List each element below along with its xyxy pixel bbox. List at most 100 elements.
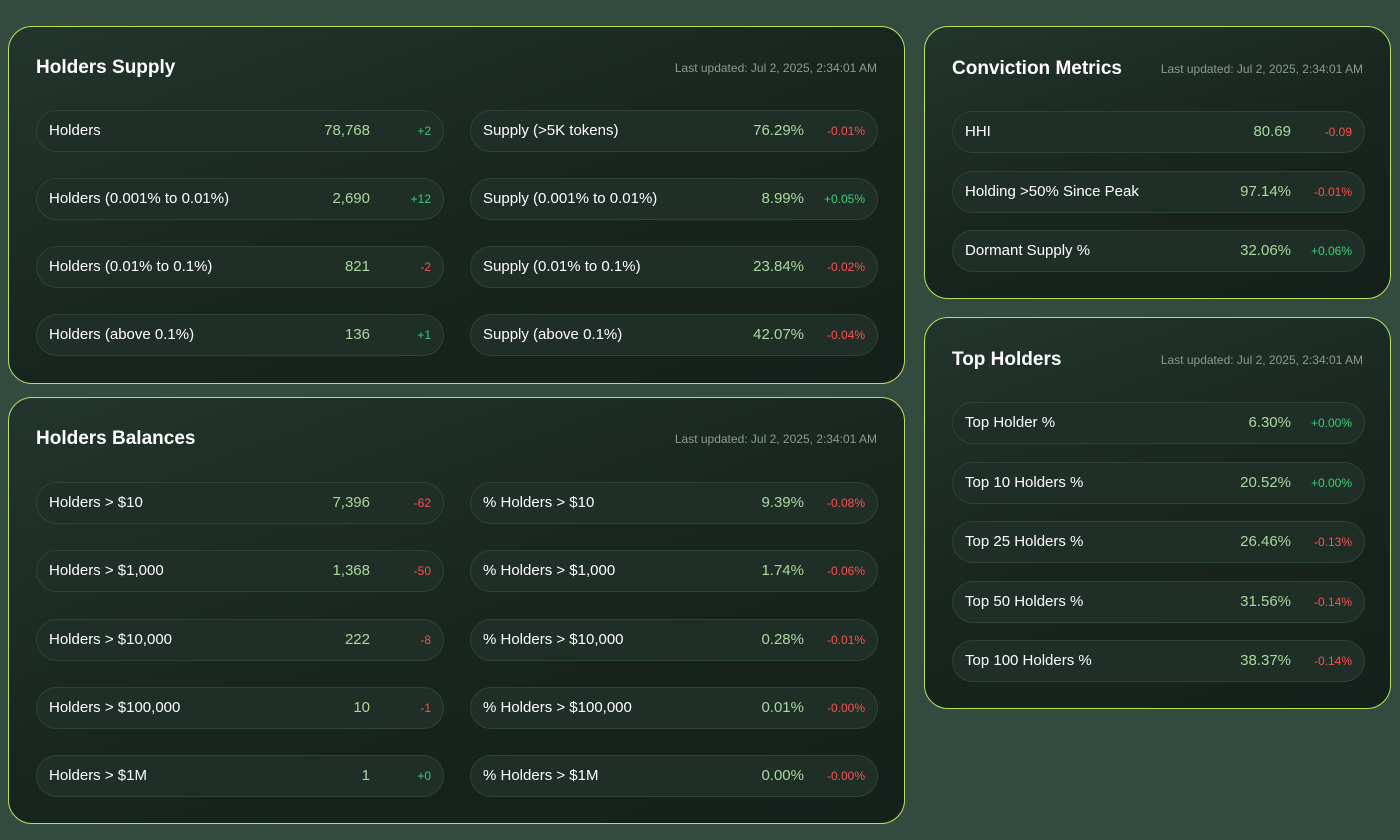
metric-row[interactable]: Holders (above 0.1%) 136 +1: [36, 314, 444, 356]
top-holders-title: Top Holders: [952, 349, 1062, 370]
metric-label: % Holders > $1,000: [483, 562, 616, 580]
metric-row[interactable]: Supply (0.01% to 0.1%) 23.84% -0.02%: [470, 246, 878, 288]
holders-supply-title: Holders Supply: [36, 57, 176, 78]
metric-change: +0.00%: [1310, 475, 1352, 490]
metric-change: -2: [420, 260, 431, 274]
metric-change: -0.14%: [1313, 594, 1352, 609]
metric-label: % Holders > $10,000: [483, 630, 624, 648]
metric-label: Supply (above 0.1%): [483, 326, 623, 343]
metric-change: +12: [410, 192, 431, 206]
metric-row[interactable]: Holders > $1,000 1,368 -50: [36, 550, 444, 593]
conviction-metrics-title: Conviction Metrics: [952, 58, 1122, 79]
metric-label: Top 100 Holders %: [965, 652, 1092, 669]
metric-value: 0.01%: [761, 698, 804, 716]
metric-row[interactable]: Holders (0.001% to 0.01%) 2,690 +12: [36, 178, 444, 220]
metric-row[interactable]: HHI 80.69 -0.09: [952, 111, 1365, 153]
metric-value: 821: [344, 258, 370, 275]
metric-value: 20.52%: [1240, 473, 1291, 491]
metric-label: Supply (0.01% to 0.1%): [483, 258, 641, 275]
metric-label: Holders > $1M: [49, 767, 147, 784]
metric-row[interactable]: Top Holder % 6.30% +0.00%: [952, 402, 1365, 444]
metric-change: -1: [420, 700, 431, 715]
metric-change: -62: [413, 496, 431, 510]
metric-change: -50: [413, 564, 431, 579]
metric-label: Holders: [49, 122, 101, 139]
metric-label: Supply (0.001% to 0.01%): [483, 190, 658, 207]
metric-value: 1: [361, 767, 370, 784]
metric-row[interactable]: Supply (0.001% to 0.01%) 8.99% +0.05%: [470, 178, 878, 220]
metric-change: -0.00%: [826, 769, 865, 783]
metric-value: 31.56%: [1240, 592, 1291, 610]
metric-change: -0.01%: [826, 632, 865, 647]
holders-balances-panel: Holders Balances Last updated: Jul 2, 20…: [8, 397, 905, 824]
metric-value: 1.74%: [761, 562, 804, 580]
metric-label: % Holders > $1M: [483, 767, 599, 784]
metric-row[interactable]: % Holders > $10,000 0.28% -0.01%: [470, 618, 878, 661]
metric-row[interactable]: Holders > $100,000 10 -1: [36, 686, 444, 729]
metric-value: 26.46%: [1240, 533, 1291, 550]
metric-label: Holding >50% Since Peak: [965, 182, 1139, 200]
metric-label: % Holders > $10: [483, 494, 595, 511]
metric-label: Top Holder %: [965, 414, 1056, 431]
holders-balances-title: Holders Balances: [36, 428, 196, 449]
holders-supply-panel: Holders Supply Last updated: Jul 2, 2025…: [8, 26, 905, 384]
metric-row[interactable]: Top 25 Holders % 26.46% -0.13%: [952, 521, 1365, 563]
metric-change: +0.00%: [1310, 416, 1352, 430]
metric-value: 8.99%: [761, 190, 804, 207]
conviction-metrics-updated: Last updated: Jul 2, 2025, 2:34:01 AM: [1160, 62, 1363, 76]
metric-change: +1: [417, 328, 431, 342]
metric-row[interactable]: % Holders > $1M 0.00% -0.00%: [470, 755, 878, 797]
metric-row[interactable]: Holders (0.01% to 0.1%) 821 -2: [36, 246, 444, 288]
metric-value: 2,690: [332, 190, 370, 207]
metric-change: -0.14%: [1313, 654, 1352, 668]
metric-change: -0.08%: [826, 496, 865, 510]
metric-change: +0: [417, 769, 431, 783]
metric-change: -0.04%: [826, 328, 865, 342]
metric-row[interactable]: Dormant Supply % 32.06% +0.06%: [952, 230, 1365, 272]
top-holders-panel: Top Holders Last updated: Jul 2, 2025, 2…: [924, 317, 1391, 709]
metric-change: +2: [417, 124, 431, 138]
metric-row[interactable]: % Holders > $1,000 1.74% -0.06%: [470, 550, 878, 593]
metric-value: 1,368: [332, 562, 370, 580]
metric-value: 0.00%: [761, 767, 804, 784]
metric-row[interactable]: Holders > $10,000 222 -8: [36, 618, 444, 661]
metric-change: -0.13%: [1313, 535, 1352, 549]
metric-change: -0.01%: [826, 124, 865, 138]
metric-row[interactable]: Supply (>5K tokens) 76.29% -0.01%: [470, 110, 878, 152]
metric-change: -0.09: [1324, 125, 1352, 139]
metric-value: 9.39%: [761, 494, 804, 511]
metric-row[interactable]: % Holders > $100,000 0.01% -0.00%: [470, 686, 878, 729]
metric-label: Holders (above 0.1%): [49, 326, 195, 343]
metric-row[interactable]: Top 50 Holders % 31.56% -0.14%: [952, 580, 1365, 623]
metric-change: -0.06%: [826, 564, 865, 579]
holders-balances-updated: Last updated: Jul 2, 2025, 2:34:01 AM: [674, 432, 877, 446]
metric-row[interactable]: % Holders > $10 9.39% -0.08%: [470, 482, 878, 524]
holders-supply-updated: Last updated: Jul 2, 2025, 2:34:01 AM: [674, 61, 877, 75]
metric-label: Holders (0.001% to 0.01%): [49, 190, 230, 207]
metric-row[interactable]: Holders > $1M 1 +0: [36, 755, 444, 797]
metric-label: Dormant Supply %: [965, 242, 1091, 259]
metric-label: Top 50 Holders %: [965, 592, 1084, 610]
metric-label: Holders > $1,000: [49, 562, 164, 580]
metric-value: 42.07%: [753, 326, 804, 343]
top-holders-updated: Last updated: Jul 2, 2025, 2:34:01 AM: [1160, 353, 1363, 367]
metric-value: 97.14%: [1240, 182, 1291, 200]
metric-row[interactable]: Holders 78,768 +2: [36, 110, 444, 152]
metric-row[interactable]: Holding >50% Since Peak 97.14% -0.01%: [952, 170, 1365, 213]
metric-value: 136: [344, 326, 370, 343]
metric-label: Top 25 Holders %: [965, 533, 1084, 550]
metric-change: -0.02%: [826, 260, 865, 274]
metric-row[interactable]: Holders > $10 7,396 -62: [36, 482, 444, 524]
metric-value: 32.06%: [1240, 242, 1291, 259]
metric-value: 10: [353, 698, 370, 716]
metric-value: 76.29%: [753, 122, 804, 139]
metric-value: 78,768: [324, 122, 370, 139]
metric-value: 38.37%: [1240, 652, 1291, 669]
metric-row[interactable]: Supply (above 0.1%) 42.07% -0.04%: [470, 314, 878, 356]
metric-row[interactable]: Top 10 Holders % 20.52% +0.00%: [952, 461, 1365, 504]
metric-row[interactable]: Top 100 Holders % 38.37% -0.14%: [952, 640, 1365, 682]
metric-value: 6.30%: [1248, 414, 1291, 431]
metric-label: Holders > $100,000: [49, 698, 181, 716]
metric-value: 80.69: [1253, 123, 1291, 140]
metric-label: Holders (0.01% to 0.1%): [49, 258, 213, 275]
